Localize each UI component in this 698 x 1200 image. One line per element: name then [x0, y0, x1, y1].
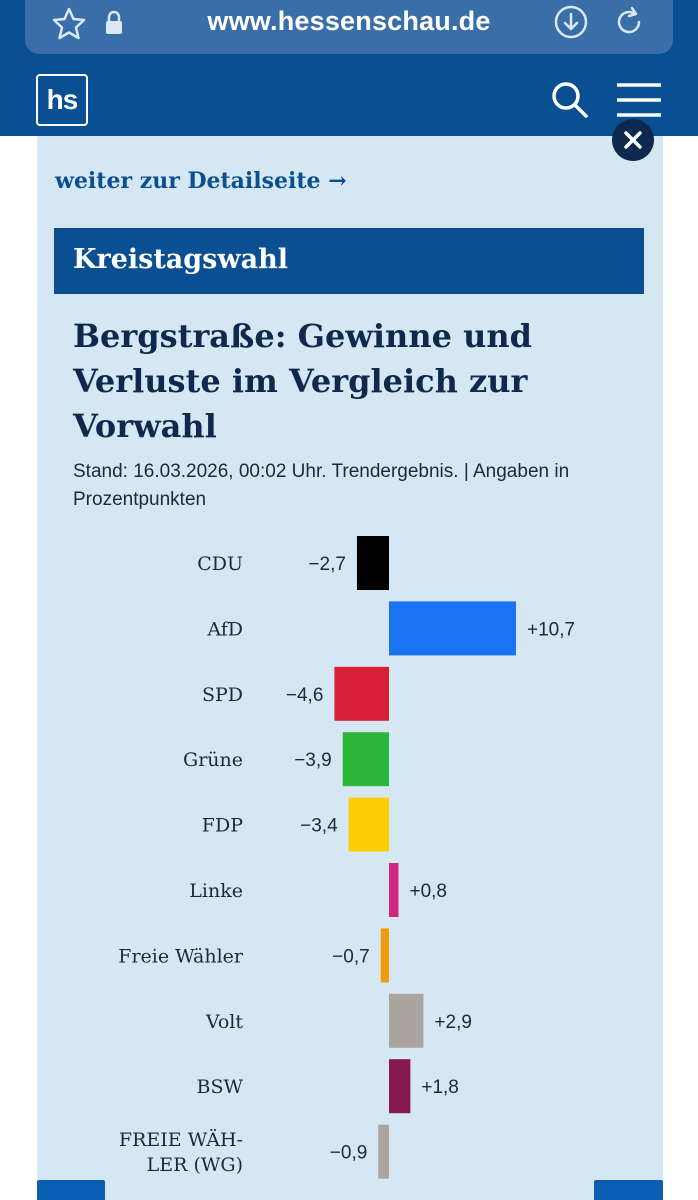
- value-label-3: −3,9: [294, 750, 332, 771]
- lock-icon: [106, 10, 122, 34]
- bottom-tab-right[interactable]: [594, 1180, 663, 1200]
- download-icon[interactable]: [553, 4, 589, 40]
- bar-9: [378, 1124, 389, 1179]
- value-label-9: −0,9: [330, 1143, 368, 1164]
- reload-icon[interactable]: [611, 4, 647, 40]
- search-icon[interactable]: [550, 80, 590, 120]
- value-label-7: +2,9: [434, 1012, 472, 1033]
- star-icon[interactable]: [51, 6, 87, 42]
- close-icon[interactable]: [612, 119, 654, 161]
- party-label-0: CDU: [197, 553, 243, 575]
- bottom-tab-left[interactable]: [37, 1180, 105, 1200]
- bar-0: [356, 536, 389, 590]
- party-label-6: Freie Wähler: [118, 945, 244, 967]
- party-label-3: Grüne: [183, 749, 243, 771]
- bar-7: [389, 993, 424, 1048]
- bar-8: [389, 1059, 411, 1114]
- party-label-2: SPD: [202, 684, 243, 706]
- section-bar: Kreistagswahl: [54, 228, 644, 294]
- browser-toolbar: www.hessenschau.de: [0, 0, 698, 66]
- detail-page-link[interactable]: weiter zur Detailseite →: [55, 168, 347, 194]
- party-label-4: FDP: [202, 815, 243, 837]
- bar-2: [334, 666, 389, 721]
- hs-logo[interactable]: hs: [36, 74, 88, 126]
- site-header: hs: [0, 54, 698, 136]
- chart-subtitle: Stand: 16.03.2026, 00:02 Uhr. Trendergeb…: [73, 461, 570, 510]
- value-label-6: −0,7: [332, 946, 370, 967]
- party-label-1: AfD: [206, 618, 243, 640]
- value-label-1: +10,7: [527, 619, 575, 640]
- bar-3: [342, 732, 389, 787]
- bar-5: [389, 863, 399, 917]
- party-label-9: FREIE WÄH-LER (WG): [119, 1128, 243, 1176]
- party-label-8: BSW: [196, 1076, 243, 1098]
- bar-4: [348, 797, 389, 852]
- url-text[interactable]: www.hessenschau.de: [207, 6, 491, 36]
- value-label-0: −2,7: [308, 554, 346, 575]
- chart-title: Bergstraße: Gewinne und Verluste im Verg…: [73, 317, 532, 445]
- section-label: Kreistagswahl: [73, 244, 288, 275]
- party-label-5: Linke: [189, 880, 243, 902]
- address-bar[interactable]: www.hessenschau.de: [25, 0, 673, 54]
- bar-1: [389, 601, 517, 656]
- menu-icon[interactable]: [616, 82, 662, 118]
- value-label-4: −3,4: [300, 816, 338, 837]
- value-label-8: +1,8: [421, 1077, 459, 1098]
- value-label-5: +0,8: [409, 881, 447, 902]
- party-label-7: Volt: [205, 1011, 243, 1033]
- bar-6: [380, 928, 389, 983]
- value-label-2: −4,6: [286, 685, 324, 706]
